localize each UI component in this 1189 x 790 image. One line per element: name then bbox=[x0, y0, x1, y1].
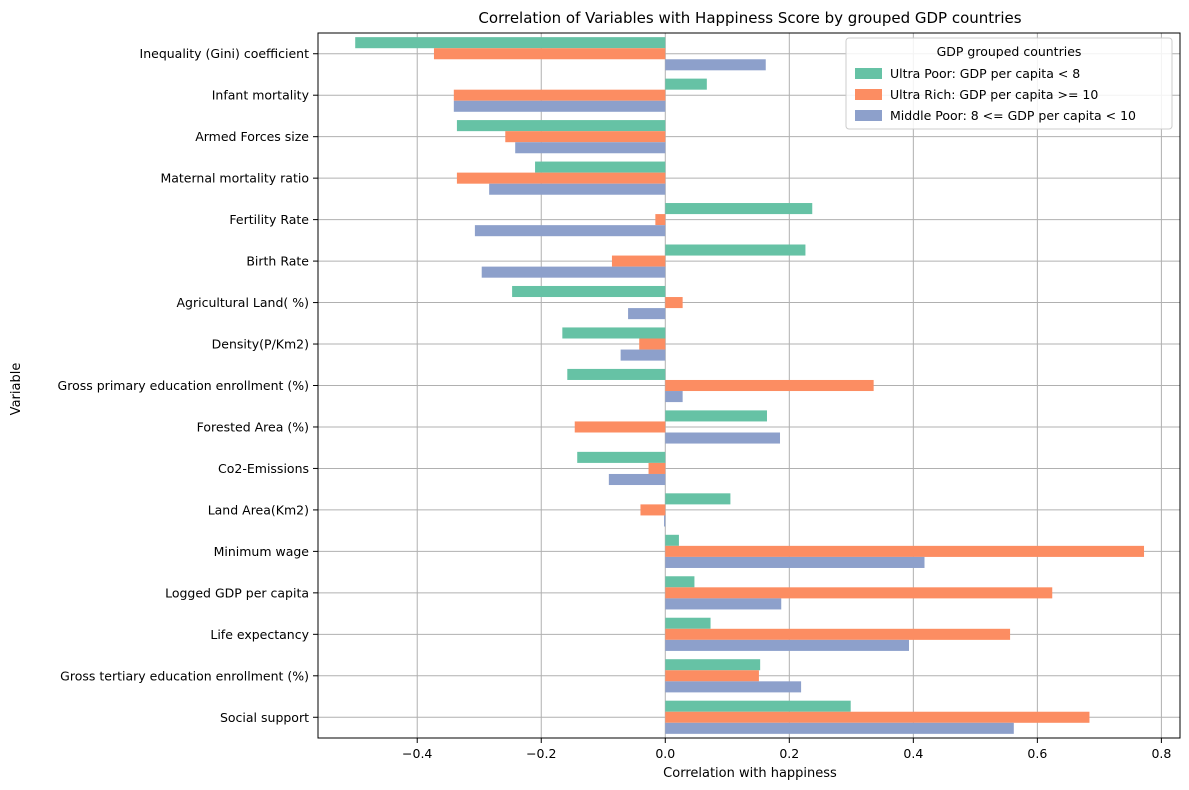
x-tick-label: 0.8 bbox=[1151, 746, 1171, 761]
bar bbox=[535, 161, 666, 173]
x-axis-label: Correlation with happiness bbox=[663, 766, 837, 781]
bar bbox=[574, 421, 666, 433]
legend-entry-label: Ultra Poor: GDP per capita < 8 bbox=[890, 66, 1080, 81]
y-tick-label: Gross primary education enrollment (%) bbox=[58, 378, 309, 393]
bar bbox=[665, 556, 925, 568]
y-tick-label: Life expectancy bbox=[210, 627, 309, 642]
bar bbox=[665, 297, 683, 309]
bar bbox=[512, 285, 666, 298]
bar bbox=[608, 473, 666, 486]
bar bbox=[665, 576, 695, 588]
bar bbox=[628, 308, 666, 320]
x-tick-label: −0.4 bbox=[402, 746, 432, 761]
bar bbox=[577, 451, 666, 463]
bar bbox=[456, 120, 666, 132]
legend: GDP grouped countries Ultra Poor: GDP per… bbox=[845, 37, 1173, 130]
legend-swatch bbox=[855, 110, 882, 121]
legend-entry-label: Middle Poor: 8 <= GDP per capita < 10 bbox=[890, 108, 1136, 123]
bar bbox=[562, 327, 666, 339]
bar bbox=[453, 89, 666, 101]
legend-title: GDP grouped countries bbox=[937, 44, 1082, 59]
bar bbox=[665, 545, 1145, 557]
legend-entry-label: Ultra Rich: GDP per capita >= 10 bbox=[890, 87, 1098, 102]
y-tick-label: Maternal mortality ratio bbox=[160, 171, 309, 186]
bar bbox=[665, 587, 1053, 599]
bar bbox=[611, 255, 666, 267]
bar bbox=[567, 368, 666, 380]
y-tick-label: Fertility Rate bbox=[229, 212, 309, 227]
x-tick-label: 0.2 bbox=[779, 746, 799, 761]
y-tick-label: Logged GDP per capita bbox=[165, 585, 309, 600]
bar bbox=[640, 504, 666, 516]
y-tick-label: Inequality (Gini) coefficient bbox=[140, 46, 310, 61]
bar bbox=[665, 670, 759, 682]
y-tick-label: Social support bbox=[220, 710, 309, 725]
x-tick-label: 0.0 bbox=[655, 746, 675, 761]
bar bbox=[665, 628, 1011, 640]
y-tick-label: Density(P/Km2) bbox=[212, 337, 309, 352]
bar bbox=[665, 598, 782, 610]
bar bbox=[505, 131, 666, 143]
bar bbox=[515, 142, 666, 154]
bar bbox=[620, 349, 666, 361]
bar bbox=[665, 59, 766, 71]
y-tick-label: Infant mortality bbox=[212, 88, 310, 103]
y-tick-label: Land Area(Km2) bbox=[208, 502, 309, 517]
x-tick-label: −0.2 bbox=[526, 746, 556, 761]
bar bbox=[665, 711, 1090, 723]
bar bbox=[456, 172, 666, 184]
y-tick-label: Forested Area (%) bbox=[197, 419, 309, 434]
bar bbox=[655, 214, 666, 226]
legend-swatch bbox=[855, 89, 882, 100]
legend-box bbox=[845, 37, 1173, 130]
bar bbox=[665, 78, 707, 90]
bar bbox=[665, 659, 761, 671]
bar bbox=[665, 639, 909, 651]
bar bbox=[664, 515, 666, 527]
bar bbox=[665, 244, 806, 256]
x-tick-label: 0.4 bbox=[903, 746, 923, 761]
bar bbox=[648, 462, 666, 474]
chart-title: Correlation of Variables with Happiness … bbox=[478, 9, 1021, 27]
bar bbox=[433, 48, 666, 60]
bar bbox=[665, 432, 781, 444]
x-tick-label: 0.6 bbox=[1027, 746, 1047, 761]
y-tick-label: Agricultural Land( %) bbox=[176, 295, 309, 310]
y-tick-label: Minimum wage bbox=[214, 544, 310, 559]
bar bbox=[665, 410, 767, 422]
bar bbox=[665, 534, 679, 546]
y-tick-label: Birth Rate bbox=[246, 254, 309, 269]
bars-layer bbox=[355, 37, 1145, 734]
bar bbox=[489, 183, 666, 195]
legend-swatch bbox=[855, 68, 882, 79]
bar bbox=[665, 379, 874, 392]
bar bbox=[665, 617, 711, 629]
bar bbox=[665, 722, 1014, 734]
bar bbox=[639, 338, 666, 350]
bar bbox=[355, 37, 666, 49]
y-tick-label: Co2-Emissions bbox=[218, 461, 309, 476]
bar bbox=[481, 266, 666, 278]
y-axis-label: Variable bbox=[9, 363, 24, 416]
bar bbox=[665, 203, 813, 215]
bar bbox=[665, 391, 683, 403]
bar bbox=[665, 493, 731, 505]
bar bbox=[665, 681, 802, 693]
y-tick-label: Gross tertiary education enrollment (%) bbox=[60, 668, 309, 683]
bar bbox=[453, 100, 666, 112]
bar bbox=[665, 700, 851, 712]
ticks-layer: −0.4 −0.2 0.0 0.2 0.4 0.6 0.8 Inequality (Gini)… bbox=[58, 46, 1172, 761]
y-tick-label: Armed Forces size bbox=[195, 129, 309, 144]
bar bbox=[474, 225, 666, 237]
